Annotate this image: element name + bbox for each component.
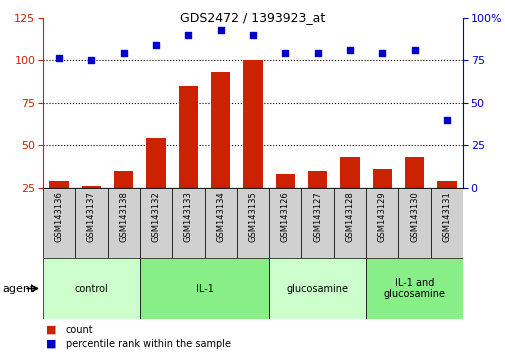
Bar <box>75 188 108 258</box>
Bar <box>114 171 133 188</box>
Point <box>345 47 353 53</box>
Bar <box>82 186 101 188</box>
Bar <box>430 188 462 258</box>
Bar <box>339 157 359 188</box>
Bar <box>108 188 140 258</box>
Point <box>216 27 224 33</box>
Bar <box>172 188 204 258</box>
Text: GSM143133: GSM143133 <box>183 191 192 242</box>
Point <box>313 51 321 56</box>
Point <box>87 57 95 63</box>
Bar <box>275 174 294 188</box>
Text: GSM143127: GSM143127 <box>313 191 322 242</box>
Bar <box>308 171 327 188</box>
Point <box>248 32 257 38</box>
Text: GSM143132: GSM143132 <box>152 191 160 242</box>
Bar <box>140 188 172 258</box>
Bar <box>365 258 462 319</box>
Bar <box>49 181 69 188</box>
Bar <box>436 181 456 188</box>
Text: glucosamine: glucosamine <box>286 284 348 293</box>
Text: GSM143130: GSM143130 <box>409 191 418 242</box>
Text: GSM143134: GSM143134 <box>216 191 225 242</box>
Text: GSM143138: GSM143138 <box>119 191 128 242</box>
Bar <box>269 188 301 258</box>
Text: agent: agent <box>3 284 35 293</box>
Text: percentile rank within the sample: percentile rank within the sample <box>66 339 230 349</box>
Point <box>281 51 289 56</box>
Bar <box>146 138 166 188</box>
Bar <box>333 188 365 258</box>
Bar <box>372 169 391 188</box>
Text: ■: ■ <box>45 339 56 349</box>
Bar <box>43 188 75 258</box>
Point <box>442 117 450 122</box>
Bar <box>204 188 236 258</box>
Bar <box>140 258 269 319</box>
Text: GSM143137: GSM143137 <box>87 191 96 242</box>
Bar <box>236 188 269 258</box>
Point <box>184 32 192 38</box>
Bar <box>243 60 262 188</box>
Bar <box>397 188 430 258</box>
Bar <box>43 258 140 319</box>
Text: GSM143128: GSM143128 <box>345 191 354 242</box>
Bar <box>301 188 333 258</box>
Bar <box>269 258 365 319</box>
Text: count: count <box>66 325 93 335</box>
Text: GSM143129: GSM143129 <box>377 191 386 242</box>
Text: GSM143126: GSM143126 <box>280 191 289 242</box>
Bar <box>211 72 230 188</box>
Point <box>410 47 418 53</box>
Text: IL-1 and
glucosamine: IL-1 and glucosamine <box>383 278 444 299</box>
Text: control: control <box>74 284 108 293</box>
Text: GSM143136: GSM143136 <box>55 191 64 242</box>
Bar <box>178 86 197 188</box>
Point <box>55 56 63 61</box>
Text: GDS2472 / 1393923_at: GDS2472 / 1393923_at <box>180 11 325 24</box>
Text: ■: ■ <box>45 325 56 335</box>
Text: GSM143131: GSM143131 <box>441 191 450 242</box>
Point <box>152 42 160 48</box>
Point <box>120 51 128 56</box>
Bar <box>365 188 397 258</box>
Point <box>377 51 385 56</box>
Bar <box>404 157 423 188</box>
Text: GSM143135: GSM143135 <box>248 191 257 242</box>
Text: IL-1: IL-1 <box>195 284 213 293</box>
